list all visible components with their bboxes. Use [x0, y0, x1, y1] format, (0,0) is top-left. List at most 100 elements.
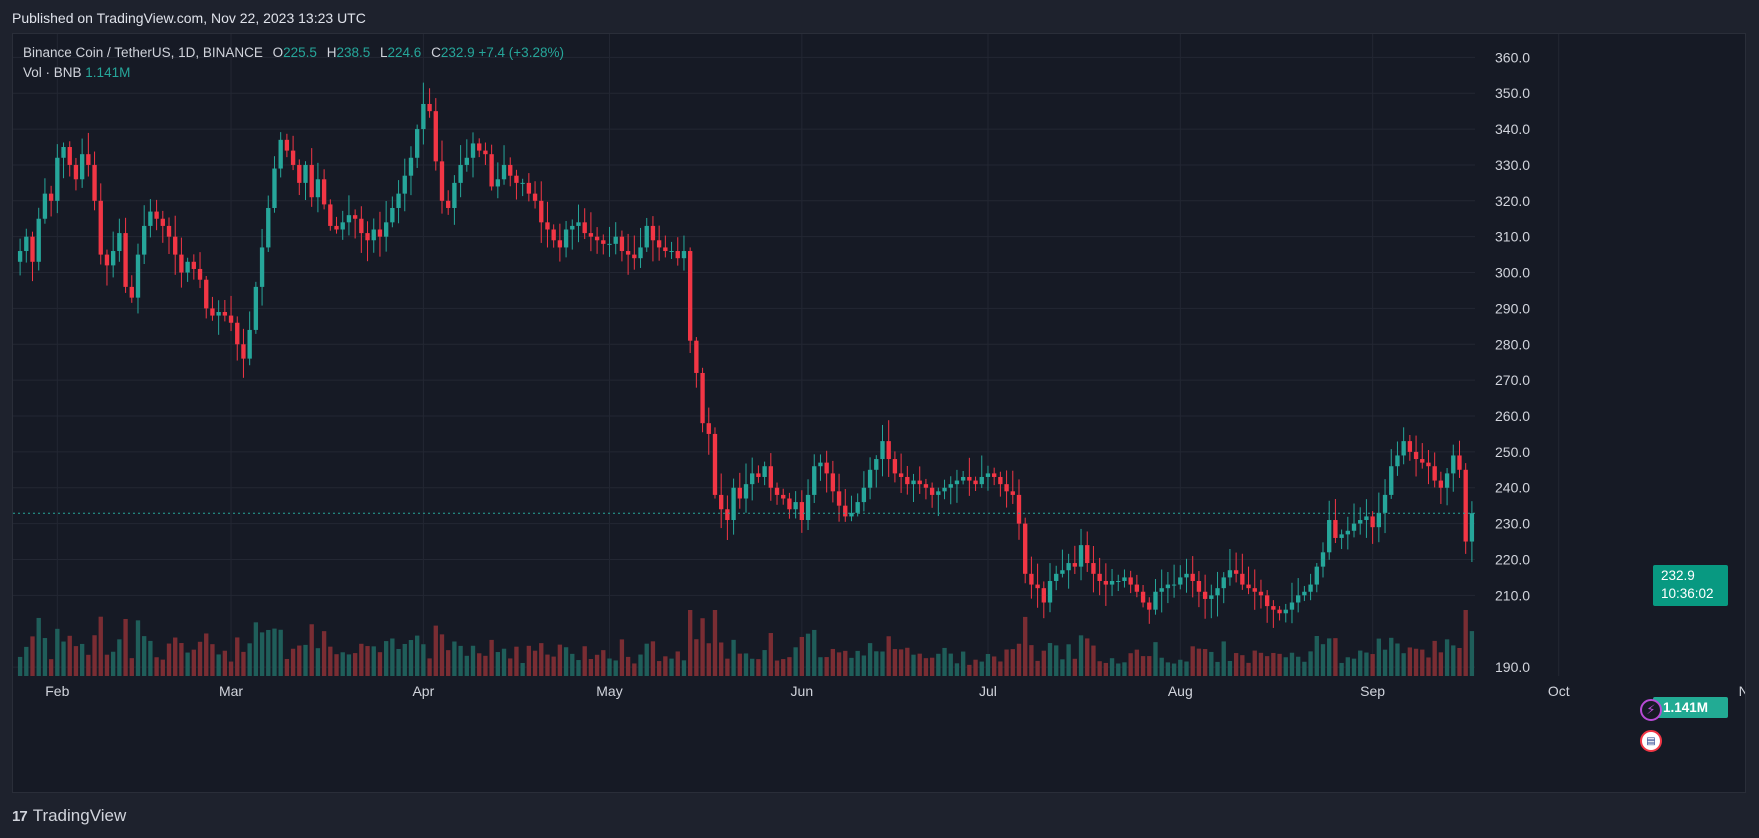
volume-bar: [123, 618, 128, 676]
candle-body: [725, 509, 730, 521]
volume-bar: [1271, 652, 1276, 676]
volume-bar: [1153, 642, 1158, 676]
low-value: 224.6: [387, 45, 422, 60]
candle-body: [1035, 584, 1040, 589]
volume-bar: [799, 636, 805, 676]
time-tick-label: Nov: [1739, 683, 1746, 699]
volume-label[interactable]: Vol · BNB: [23, 65, 82, 80]
bolt-icon[interactable]: ⚡: [1640, 699, 1662, 721]
candle-body: [1289, 602, 1295, 610]
candle-body: [166, 225, 172, 237]
volume-bar: [1345, 657, 1350, 676]
price-tick-label: 250.0: [1495, 444, 1530, 460]
candle-body: [768, 466, 773, 488]
volume-bar: [446, 650, 451, 676]
volume-bar: [1233, 653, 1239, 676]
volume-bar: [644, 643, 649, 676]
candle-body: [1413, 451, 1419, 460]
us-flag-icon[interactable]: ▤: [1640, 730, 1662, 752]
candle-body: [408, 157, 414, 176]
volume-bar: [383, 641, 389, 676]
legend-volume-row: Vol · BNB 1.141M: [23, 63, 564, 83]
candle-body: [911, 480, 916, 485]
volume-bar: [315, 648, 321, 676]
candle-body: [228, 315, 234, 323]
volume-bar: [1054, 645, 1059, 676]
candle-body: [1215, 588, 1220, 596]
candle-body: [365, 233, 370, 241]
volume-bar: [1432, 640, 1437, 676]
candle-body: [594, 236, 600, 241]
volume-bar: [594, 654, 600, 676]
candle-body: [1463, 469, 1468, 542]
candle-body: [843, 505, 848, 517]
candle-body: [1159, 588, 1164, 592]
volume-bar: [377, 652, 383, 676]
time-axis[interactable]: Feb Mar Apr May Jun Jul Aug Sep Oct Nov: [45, 683, 1746, 699]
candle-body: [1420, 459, 1425, 463]
volume-bar: [706, 643, 711, 676]
candle-body: [371, 229, 376, 241]
volume-bar: [1078, 635, 1084, 676]
candle-body: [551, 229, 556, 241]
close-key: C: [431, 45, 441, 60]
volume-bar: [1072, 658, 1077, 676]
volume-bar: [508, 658, 513, 676]
candle-body: [836, 491, 842, 506]
volume-bar: [1116, 663, 1121, 676]
high-key: H: [326, 45, 337, 60]
volume-bar: [67, 635, 72, 676]
volume-value: 1.141M: [85, 65, 131, 80]
volume-bar: [588, 658, 594, 676]
candle-body: [495, 179, 501, 187]
candle-body: [557, 240, 563, 248]
candle-body: [849, 512, 854, 517]
volume-bar: [1240, 655, 1245, 676]
volume-bar: [768, 633, 773, 676]
volume-bar: [1395, 643, 1400, 676]
candle-body: [235, 322, 240, 345]
volume-bar: [731, 639, 736, 676]
candle-body: [290, 150, 296, 165]
chart-area[interactable]: 360.0 350.0 340.0 330.0 320.0 310.0 300.0 290.0…: [12, 33, 1746, 793]
candle-body: [1054, 573, 1059, 581]
candle-body: [36, 218, 41, 262]
tradingview-brand: TradingView: [32, 806, 127, 825]
candle-body: [880, 441, 885, 460]
candle-body: [526, 182, 532, 194]
volume-bar: [92, 635, 97, 676]
candle-body: [61, 147, 66, 158]
candle-body: [328, 204, 333, 226]
candle-body: [1227, 570, 1233, 578]
candle-body: [867, 469, 873, 488]
price-axis[interactable]: 360.0 350.0 340.0 330.0 320.0 310.0 300.0 290.0…: [1495, 49, 1530, 675]
candle-body: [1221, 577, 1226, 589]
candlestick-chart[interactable]: 360.0 350.0 340.0 330.0 320.0 310.0 300.0 290.0…: [13, 34, 1746, 793]
volume-bar: [309, 624, 314, 676]
candle-body: [793, 502, 798, 510]
candle-body: [1407, 441, 1413, 452]
price-tick-label: 350.0: [1495, 85, 1530, 101]
candle-body: [508, 164, 513, 176]
volume-bar: [297, 645, 302, 676]
candle-body: [632, 254, 637, 259]
volume-bar: [1147, 656, 1152, 676]
candle-body: [1103, 580, 1109, 585]
candle-body: [1097, 573, 1102, 581]
volume-bar: [1184, 661, 1189, 676]
candle-body: [173, 236, 178, 255]
time-tick-label: Aug: [1168, 683, 1193, 699]
candle-body: [650, 225, 656, 241]
candle-body: [483, 150, 488, 155]
candle-body: [1122, 577, 1127, 581]
symbol-label[interactable]: Binance Coin / TetherUS, 1D, BINANCE: [23, 45, 263, 60]
price-tick-label: 240.0: [1495, 480, 1530, 496]
candle-body: [309, 164, 314, 198]
volume-bar: [1178, 659, 1183, 676]
tradingview-logo[interactable]: 17 TradingView: [12, 806, 126, 826]
time-tick-label: Oct: [1548, 683, 1570, 699]
candle-body: [253, 286, 259, 330]
volume-bar: [1376, 638, 1382, 676]
volume-bar: [1277, 653, 1282, 676]
candle-body: [830, 473, 836, 492]
